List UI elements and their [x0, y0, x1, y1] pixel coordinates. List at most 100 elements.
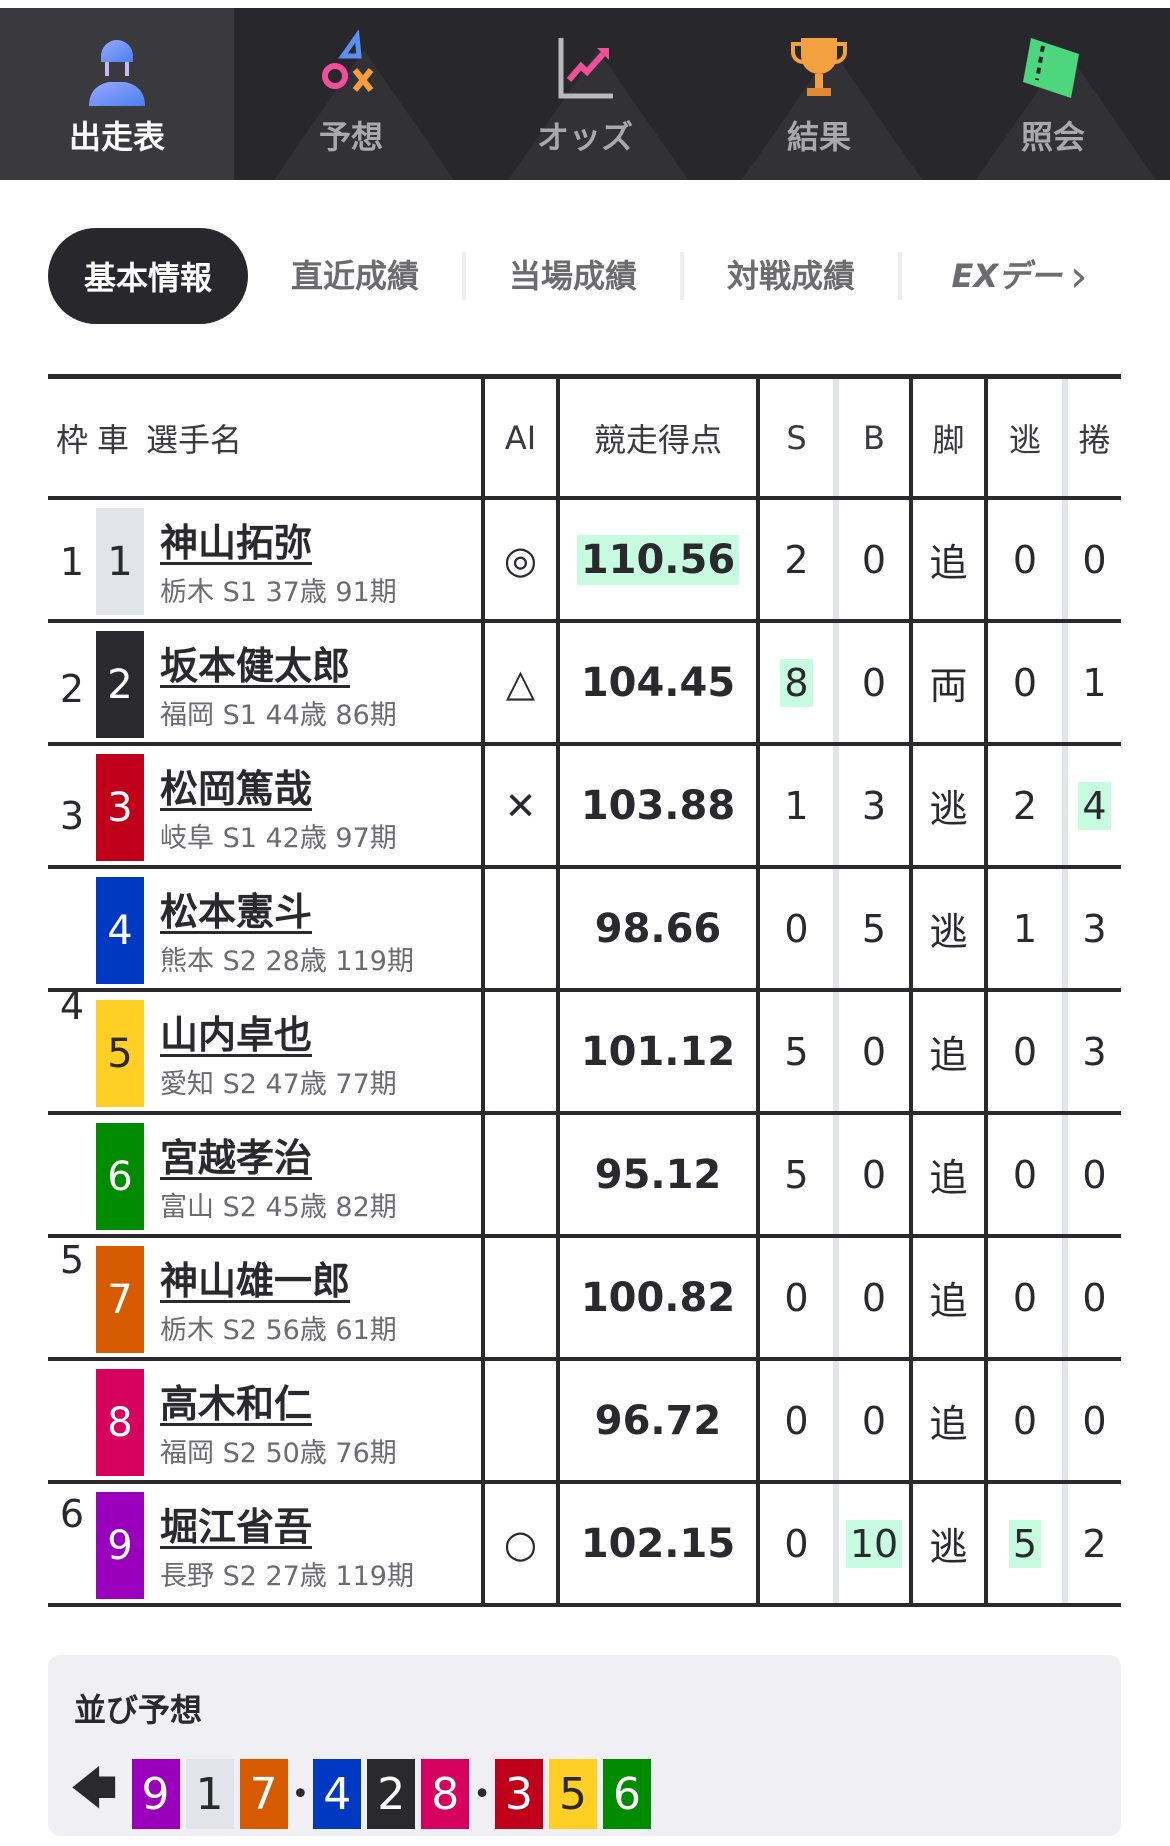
tab-recent-results[interactable]: 直近成績: [248, 252, 466, 300]
lineup-car: 4: [313, 1759, 362, 1829]
ticket-icon: [1015, 30, 1091, 106]
cell-style: 追: [909, 1238, 984, 1357]
value-b: 0: [861, 1029, 887, 1074]
main-nav: 出走表 予想 オッズ 結果 照会: [0, 8, 1170, 180]
table-row[interactable]: 8 高木和仁 福岡 S2 50歳 76期 96.72 0 0 追 0 0: [48, 1361, 1121, 1484]
ai-mark: △: [505, 660, 536, 705]
nav-item-1[interactable]: 予想: [234, 8, 468, 180]
car-number-badge: 4: [96, 877, 144, 984]
table-row[interactable]: 6 宮越孝治 富山 S2 45歳 82期 95.12 5 0 追 0 0: [48, 1115, 1121, 1238]
value-s: 1: [784, 783, 809, 828]
cell-score: 103.88: [556, 746, 756, 865]
cell-score: 96.72: [556, 1361, 756, 1480]
lineup-car: 3: [494, 1759, 543, 1829]
cell-score: 101.12: [556, 992, 756, 1111]
cell-nige: 2: [984, 746, 1062, 865]
cell-ai: ○: [481, 1484, 556, 1603]
table-row[interactable]: 3 松岡篤哉 岐阜 S1 42歳 97期 ✕ 103.88 1 3 逃 2 4: [48, 746, 1121, 869]
table-row[interactable]: 4 松本憲斗 熊本 S2 28歳 119期 98.66 0 5 逃 1 3: [48, 869, 1121, 992]
car-number-badge: 8: [96, 1369, 144, 1476]
rider-name-link[interactable]: 松岡篤哉: [160, 767, 313, 811]
cell-makuri: 2: [1062, 1484, 1121, 1603]
rider-name-link[interactable]: 神山雄一郎: [160, 1259, 351, 1303]
nav-item-0[interactable]: 出走表: [0, 8, 234, 180]
value-score: 102.15: [580, 1520, 736, 1567]
background-decoration: [742, 50, 922, 180]
cell-style: 両: [909, 623, 984, 742]
cell-nige: 0: [984, 623, 1062, 742]
nav-label: 出走表: [68, 118, 165, 156]
rider-name-link[interactable]: 宮越孝治: [160, 1136, 313, 1180]
header-makuri: 捲: [1062, 379, 1121, 496]
value-style: 追: [929, 1033, 968, 1077]
chevron-right-icon[interactable]: ›: [1070, 250, 1088, 302]
tab-head-to-head[interactable]: 対戦成績: [684, 252, 902, 300]
car-number-badge: 6: [96, 1123, 144, 1230]
tab-ex-data[interactable]: EXデー: [951, 257, 1062, 295]
cell-ai: [481, 992, 556, 1111]
cell-b: 3: [833, 746, 909, 865]
rider-info: 熊本 S2 28歳 119期: [160, 946, 414, 977]
background-decoration: [508, 50, 688, 180]
rider-name-link[interactable]: 松本憲斗: [160, 890, 313, 934]
nav-item-4[interactable]: 照会: [936, 8, 1170, 180]
lineup-title: 並び予想: [74, 1691, 203, 1729]
arrow-left-icon: 🡄: [70, 1761, 118, 1815]
table-row[interactable]: 5 山内卓也 愛知 S2 47歳 77期 101.12 5 0 追 0 3: [48, 992, 1121, 1115]
rider-name-link[interactable]: 堀江省吾: [160, 1505, 313, 1549]
value-nige: 0: [1012, 537, 1038, 582]
table-row[interactable]: 2 坂本健太郎 福岡 S1 44歳 86期 △ 104.45 8 0 両 0 1: [48, 623, 1121, 746]
value-s: 0: [784, 1398, 809, 1443]
rider-name-link[interactable]: 高木和仁: [160, 1382, 313, 1426]
rider-name-link[interactable]: 山内卓也: [160, 1013, 313, 1057]
nav-item-2[interactable]: オッズ: [468, 8, 702, 180]
value-makuri: 4: [1078, 781, 1111, 830]
cell-ai: [481, 869, 556, 988]
car-number-badge: 2: [96, 631, 144, 738]
header-car: 車: [96, 420, 129, 459]
group-separator: •: [291, 1776, 310, 1812]
rider-info: 愛知 S2 47歳 77期: [160, 1069, 397, 1100]
nav-item-3[interactable]: 結果: [702, 8, 936, 180]
table-row[interactable]: 1 神山拓弥 栃木 S1 37歳 91期 ◎ 110.56 2 0 追 0 0: [48, 500, 1121, 623]
nav-label: 予想: [318, 118, 383, 156]
cell-style: 逃: [909, 1484, 984, 1603]
header-nige: 逃: [984, 379, 1062, 496]
value-style: 追: [929, 1402, 968, 1446]
rider-name-link[interactable]: 坂本健太郎: [160, 644, 351, 688]
rider-info: 栃木 S1 37歳 91期: [160, 577, 397, 608]
value-style: 追: [929, 1279, 968, 1323]
cell-nige: 5: [984, 1484, 1062, 1603]
value-nige: 0: [1012, 1398, 1038, 1443]
rider-name-link[interactable]: 神山拓弥: [160, 521, 313, 565]
cell-makuri: 0: [1062, 500, 1121, 619]
prediction-marks-icon: [313, 29, 389, 106]
cell-s: 0: [756, 1238, 833, 1357]
car-number-badge: 7: [96, 1246, 144, 1353]
nav-label: オッズ: [536, 118, 633, 156]
waku-number: 1: [59, 539, 85, 584]
tab-venue-results[interactable]: 当場成績: [466, 252, 684, 300]
table-header: 枠 車 選手名 AI 競走得点 S B 脚 逃 捲: [48, 374, 1121, 500]
value-nige: 5: [1008, 1519, 1042, 1568]
header-score: 競走得点: [556, 379, 756, 496]
cell-b: 0: [833, 1115, 909, 1234]
lineup-prediction: 並び予想 🡄 9 1 7 • 4 2 8 • 3 5 6: [48, 1655, 1121, 1836]
cell-nige: 1: [984, 869, 1062, 988]
table-row[interactable]: 9 堀江省吾 長野 S2 27歳 119期 ○ 102.15 0 10 逃 5 2: [48, 1484, 1121, 1607]
value-b: 0: [861, 1275, 887, 1320]
ai-mark: ◎: [503, 537, 538, 582]
trophy-icon: [781, 30, 857, 106]
cell-ai: [481, 1115, 556, 1234]
rider-info: 長野 S2 27歳 119期: [160, 1561, 414, 1592]
lineup-car: 5: [548, 1759, 597, 1829]
value-s: 5: [784, 1152, 809, 1197]
waku-number: 2: [59, 666, 85, 711]
table-row[interactable]: 7 神山雄一郎 栃木 S2 56歳 61期 100.82 0 0 追 0 0: [48, 1238, 1121, 1361]
header-waku: 枠: [55, 420, 88, 459]
tab-basic-info[interactable]: 基本情報: [48, 228, 248, 324]
value-b: 0: [861, 660, 887, 705]
value-score: 95.12: [594, 1151, 722, 1198]
lineup-car: 1: [185, 1759, 234, 1829]
cell-ai: △: [481, 623, 556, 742]
